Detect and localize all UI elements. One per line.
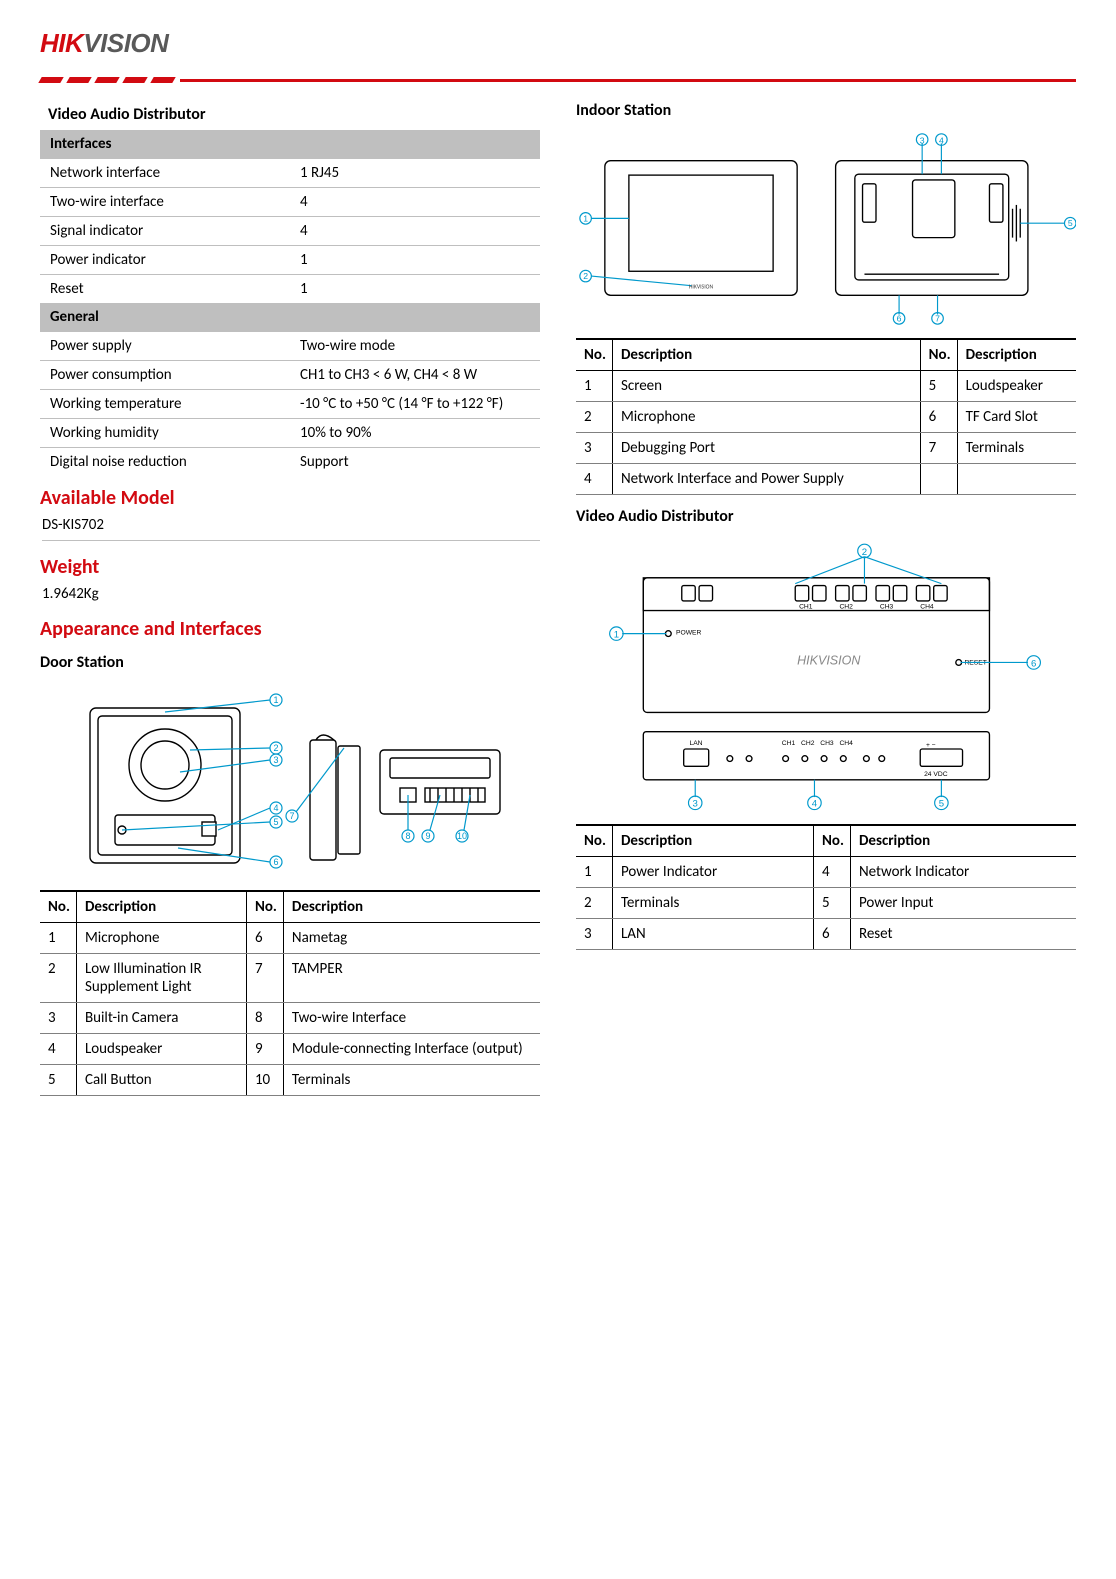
- available-model-heading: Available Model: [40, 486, 540, 510]
- svg-text:10: 10: [457, 831, 467, 841]
- svg-text:7: 7: [289, 811, 294, 821]
- svg-text:7: 7: [935, 313, 940, 323]
- slash-icon: [150, 77, 175, 83]
- svg-text:4: 4: [939, 135, 944, 145]
- brand-logo: HIKVISION: [40, 28, 168, 59]
- section-header-label: General: [40, 303, 540, 332]
- table-row: Power supplyTwo-wire mode: [40, 332, 540, 361]
- header-rule: [40, 77, 1076, 83]
- svg-text:24 VDC: 24 VDC: [924, 771, 948, 778]
- table-row: 3Built-in Camera8Two-wire Interface: [40, 1003, 540, 1034]
- svg-text:5: 5: [273, 817, 278, 827]
- indoor-station-table: No. Description No. Description 1Screen5…: [576, 338, 1076, 495]
- svg-text:CH4: CH4: [839, 740, 853, 747]
- svg-text:CH2: CH2: [839, 604, 853, 611]
- indoor-station-svg: 1 2 3 4 5 6 7 HIKVISION: [576, 128, 1076, 328]
- table-row: 2Low Illumination IR Supplement Light7TA…: [40, 954, 540, 1003]
- table-row: 2Microphone6TF Card Slot: [576, 402, 1076, 433]
- spec-table: Interfaces Network interface1 RJ45 Two-w…: [40, 130, 540, 476]
- slash-icon: [94, 77, 119, 83]
- table-row: Power consumptionCH1 to CH3 < 6 W, CH4 <…: [40, 361, 540, 390]
- table-section-header: Interfaces: [40, 130, 540, 159]
- indoor-station-diagram: 1 2 3 4 5 6 7 HIKVISION: [576, 128, 1076, 328]
- vad-diagram: POWER HIKVISION RESET LAN CH1CH2CH3CH4 C…: [576, 534, 1076, 814]
- svg-text:+ −: + −: [926, 742, 936, 749]
- logo-part1: HIK: [40, 28, 83, 58]
- left-column: Video Audio Distributor Interfaces Netwo…: [40, 101, 540, 1096]
- available-model-value: DS-KIS702: [42, 516, 540, 541]
- indoor-station-heading: Indoor Station: [576, 101, 1076, 120]
- table-row: 2Terminals5Power Input: [576, 888, 1076, 919]
- table-row: 3Debugging Port7Terminals: [576, 433, 1076, 464]
- svg-text:CH3: CH3: [880, 604, 894, 611]
- svg-text:CH4: CH4: [920, 604, 934, 611]
- svg-text:4: 4: [812, 799, 818, 810]
- svg-text:6: 6: [273, 857, 278, 867]
- svg-text:3: 3: [273, 755, 278, 765]
- svg-text:1: 1: [583, 213, 588, 223]
- table-row: Signal indicator4: [40, 217, 540, 246]
- svg-text:6: 6: [1031, 658, 1036, 669]
- table-header-row: No. Description No. Description: [576, 825, 1076, 857]
- table-row: 4Loudspeaker9Module-connecting Interface…: [40, 1034, 540, 1065]
- svg-text:CH1: CH1: [782, 740, 796, 747]
- table-row: 1Microphone6Nametag: [40, 923, 540, 954]
- svg-text:2: 2: [273, 743, 278, 753]
- svg-text:HIKVISION: HIKVISION: [797, 653, 861, 667]
- svg-text:CH2: CH2: [801, 740, 815, 747]
- table-section-header: General: [40, 303, 540, 332]
- right-column: Indoor Station: [576, 101, 1076, 1096]
- svg-text:5: 5: [1068, 218, 1073, 228]
- weight-heading: Weight: [40, 555, 540, 579]
- slash-icon: [66, 77, 91, 83]
- vad-title: Video Audio Distributor: [48, 105, 540, 124]
- svg-text:POWER: POWER: [676, 630, 702, 637]
- table-header-row: No. Description No. Description: [40, 891, 540, 923]
- slash-icon: [122, 77, 147, 83]
- svg-text:CH1: CH1: [799, 604, 813, 611]
- svg-text:LAN: LAN: [689, 740, 702, 747]
- table-row: Digital noise reductionSupport: [40, 448, 540, 477]
- table-row: Reset1: [40, 275, 540, 304]
- svg-text:4: 4: [273, 803, 278, 813]
- svg-text:2: 2: [583, 271, 588, 281]
- svg-text:1: 1: [614, 629, 619, 640]
- door-station-svg: 1 2 3 4 5 6 7 8 9 10: [60, 680, 520, 880]
- svg-text:9: 9: [425, 831, 430, 841]
- table-row: 1Screen5Loudspeaker: [576, 371, 1076, 402]
- svg-text:1: 1: [273, 695, 278, 705]
- vad-table: No. Description No. Description 1Power I…: [576, 824, 1076, 950]
- svg-text:HIKVISION: HIKVISION: [689, 284, 714, 291]
- table-row: Power indicator1: [40, 246, 540, 275]
- door-station-table: No. Description No. Description 1Microph…: [40, 890, 540, 1096]
- header-line: [180, 79, 1076, 82]
- svg-text:CH3: CH3: [820, 740, 834, 747]
- table-row: 1Power Indicator4Network Indicator: [576, 857, 1076, 888]
- svg-text:8: 8: [405, 831, 410, 841]
- svg-text:3: 3: [693, 799, 698, 810]
- section-header-label: Interfaces: [40, 130, 540, 159]
- svg-text:5: 5: [939, 799, 944, 810]
- weight-value: 1.9642Kg: [42, 585, 540, 603]
- table-header-row: No. Description No. Description: [576, 339, 1076, 371]
- door-station-diagram: 1 2 3 4 5 6 7 8 9 10: [40, 680, 540, 880]
- vad-svg: POWER HIKVISION RESET LAN CH1CH2CH3CH4 C…: [576, 534, 1076, 814]
- logo-part2: VISION: [83, 28, 168, 58]
- svg-text:3: 3: [920, 135, 925, 145]
- door-station-heading: Door Station: [40, 653, 540, 672]
- appearance-heading: Appearance and Interfaces: [40, 617, 540, 641]
- svg-text:6: 6: [897, 313, 902, 323]
- table-row: Working temperature-10 °C to +50 °C (14 …: [40, 390, 540, 419]
- slash-icon: [38, 77, 63, 83]
- table-row: Working humidity10% to 90%: [40, 419, 540, 448]
- table-row: 5Call Button10Terminals: [40, 1065, 540, 1096]
- brand-header: HIKVISION: [40, 28, 1076, 59]
- table-row: Two-wire interface4: [40, 188, 540, 217]
- svg-text:2: 2: [862, 547, 867, 558]
- table-row: 4Network Interface and Power Supply: [576, 464, 1076, 495]
- vad-heading: Video Audio Distributor: [576, 507, 1076, 526]
- table-row: Network interface1 RJ45: [40, 159, 540, 188]
- table-row: 3LAN6Reset: [576, 919, 1076, 950]
